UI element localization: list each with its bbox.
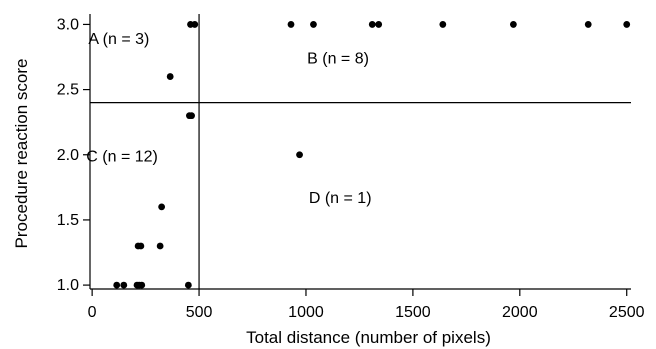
scatter-point bbox=[375, 21, 383, 28]
y-tick-label: 2.5 bbox=[57, 82, 79, 99]
scatter-point bbox=[158, 203, 166, 211]
scatter-point bbox=[509, 21, 517, 28]
x-tick-label: 0 bbox=[88, 304, 97, 321]
scatter-point bbox=[287, 21, 295, 28]
scatter-point bbox=[439, 21, 447, 28]
axes-layer: 0 500 1000 1500 2000 2500 1.0 1.5 2.0 2.5 3.0 bbox=[57, 14, 645, 321]
x-tick-label: 500 bbox=[186, 304, 213, 321]
y-tick-label: 1.0 bbox=[57, 277, 79, 294]
scatter-point bbox=[184, 281, 192, 289]
scatter-point bbox=[188, 112, 195, 120]
scatter-point bbox=[138, 281, 146, 289]
y-tick-label: 2.0 bbox=[57, 147, 79, 164]
x-axis-title: Total distance (number of pixels) bbox=[246, 328, 491, 347]
quadrant-label: A (n = 3) bbox=[88, 31, 149, 48]
x-tick-label: 2000 bbox=[502, 304, 538, 321]
scatter-point bbox=[137, 242, 145, 250]
y-tick-label: 1.5 bbox=[57, 212, 79, 229]
x-tick-label: 1500 bbox=[395, 304, 431, 321]
quadrant-label: D (n = 1) bbox=[309, 190, 372, 207]
scatter-point bbox=[623, 21, 631, 28]
scatter-point bbox=[310, 21, 317, 28]
data-points bbox=[113, 21, 631, 289]
x-tick-label: 2500 bbox=[609, 304, 645, 321]
y-axis-title: Procedure reaction score bbox=[12, 59, 31, 249]
scatter-point bbox=[191, 21, 199, 28]
scatter-point bbox=[156, 242, 164, 250]
x-tick-label: 1000 bbox=[288, 304, 324, 321]
y-tick-label: 3.0 bbox=[57, 16, 79, 33]
scatter-point bbox=[120, 281, 128, 289]
quadrant-label: C (n = 12) bbox=[86, 148, 158, 165]
chart-labels: A (n = 3) B (n = 8) C (n = 12) D (n = 1) Tot… bbox=[12, 31, 491, 347]
reference-lines bbox=[90, 14, 631, 289]
quadrant-label: B (n = 8) bbox=[307, 51, 369, 68]
scatter-point bbox=[368, 21, 376, 28]
scatter-point bbox=[113, 281, 121, 289]
scatter-point bbox=[584, 21, 592, 28]
scatter-point bbox=[166, 73, 174, 80]
scatter-point bbox=[296, 151, 303, 159]
